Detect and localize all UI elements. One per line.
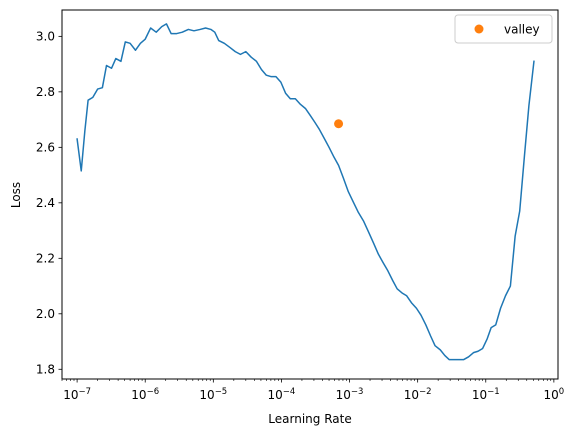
plot-frame xyxy=(62,10,558,379)
valley-point xyxy=(334,119,343,128)
y-tick-label: 2.6 xyxy=(36,141,55,155)
y-tick-label: 2.0 xyxy=(36,307,55,321)
series-layer xyxy=(77,24,534,360)
legend: valley xyxy=(455,15,552,43)
y-tick-label: 3.0 xyxy=(36,30,55,44)
marker-layer xyxy=(334,119,343,128)
y-tick-label: 2.2 xyxy=(36,252,55,266)
y-tick-label: 1.8 xyxy=(36,362,55,376)
legend-valley-label: valley xyxy=(504,23,540,37)
x-axis-label: Learning Rate xyxy=(268,412,351,426)
x-axis: 10−7 10−6 10−5 10−4 10−3 10−2 10−1 100 xyxy=(62,379,564,402)
x-tick-label: 10−3 xyxy=(336,387,364,402)
x-tick-label: 10−6 xyxy=(131,387,159,402)
y-tick-label: 2.8 xyxy=(36,85,55,99)
x-tick-label: 10−2 xyxy=(404,387,432,402)
x-tick-label: 10−5 xyxy=(199,387,227,402)
loss-series-line xyxy=(77,24,534,360)
y-axis: 1.8 2.0 2.2 2.4 2.6 2.8 3.0 xyxy=(36,30,62,377)
x-tick-label: 10−7 xyxy=(63,387,91,402)
x-tick-label: 10−1 xyxy=(472,387,500,402)
x-tick-label: 100 xyxy=(544,387,565,402)
legend-valley-marker xyxy=(475,25,484,34)
y-tick-label: 2.4 xyxy=(36,196,55,210)
y-axis-label: Loss xyxy=(9,182,23,208)
x-tick-label: 10−4 xyxy=(268,387,296,402)
